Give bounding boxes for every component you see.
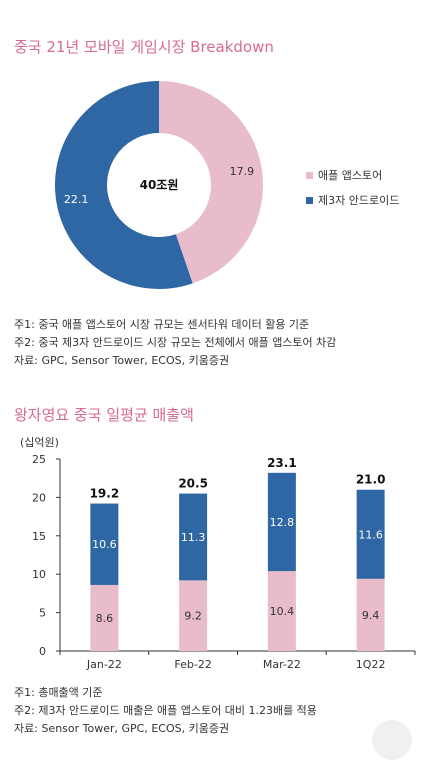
y-axis-unit: (십억원) <box>20 436 59 449</box>
bar-segment <box>90 503 119 585</box>
donut-slice <box>159 81 264 284</box>
donut-slice <box>55 81 193 289</box>
y-tick-label: 5 <box>39 607 46 620</box>
bar-value-label: 10.6 <box>92 538 117 551</box>
x-category-label: 1Q22 <box>356 658 386 671</box>
y-tick-label: 0 <box>39 645 46 658</box>
x-category-label: Feb-22 <box>174 658 211 671</box>
bar-total-label: 21.0 <box>356 473 386 487</box>
donut-chart: 17.9 22.1 40조원 <box>55 81 264 289</box>
donut-note-2: 주2: 중국 제3자 안드로이드 시장 규모는 전체에서 애플 앱스토어 차감 <box>14 336 337 349</box>
bar-value-label: 8.6 <box>96 612 114 625</box>
y-tick-label: 20 <box>32 491 46 504</box>
watermark-logo <box>372 720 412 760</box>
y-tick-label: 10 <box>32 568 46 581</box>
bar-chart-title: 왕자영요 중국 일평균 매출액 <box>14 406 194 424</box>
bar-segment <box>267 472 296 572</box>
bar-value-label: 11.6 <box>358 528 383 541</box>
bar-note-2: 주2: 제3자 안드로이드 매출은 애플 앱스토어 대비 1.23배를 적용 <box>14 704 317 717</box>
x-category-label: Mar-22 <box>263 658 301 671</box>
legend-item-apple: 애플 앱스토어 <box>306 167 382 183</box>
donut-note-1: 주1: 중국 애플 앱스토어 시장 규모는 센서타워 데이터 활용 기준 <box>14 318 310 331</box>
legend-item-android: 제3자 안드로이드 <box>306 192 399 208</box>
bar-segment <box>90 584 119 651</box>
bar-total-label: 23.1 <box>267 456 297 470</box>
bar-value-label: 10.4 <box>270 605 295 618</box>
donut-note-3: 자료: GPC, Sensor Tower, ECOS, 키움증권 <box>14 354 230 367</box>
bar-note-1: 주1: 총매출액 기준 <box>14 686 103 699</box>
y-tick-label: 25 <box>32 453 46 466</box>
y-tick-label: 15 <box>32 530 46 543</box>
bar-note-3: 자료: Sensor Tower, GPC, ECOS, 키움증권 <box>14 722 230 735</box>
donut-slice-label: 17.9 <box>230 165 255 178</box>
bar-total-label: 19.2 <box>90 487 120 501</box>
bar-segment <box>179 580 208 651</box>
bar-value-label: 9.4 <box>362 609 380 622</box>
bar-segment <box>356 489 385 579</box>
legend-swatch-android <box>306 196 313 204</box>
x-category-label: Jan-22 <box>86 658 122 671</box>
bar-value-label: 11.3 <box>181 531 206 544</box>
bar-value-label: 12.8 <box>270 516 295 529</box>
legend-label-apple: 애플 앱스토어 <box>318 169 383 182</box>
bar-segment <box>179 493 208 581</box>
bar-segment <box>267 571 296 651</box>
bar-segment <box>356 578 385 651</box>
donut-center-label: 40조원 <box>140 178 179 192</box>
bar-total-label: 20.5 <box>178 477 208 491</box>
legend-swatch-apple <box>306 171 313 179</box>
donut-chart-title: 중국 21년 모바일 게임시장 Breakdown <box>14 38 274 56</box>
bar-value-label: 9.2 <box>184 610 202 623</box>
donut-slice-label: 22.1 <box>64 193 89 206</box>
legend-label-android: 제3자 안드로이드 <box>318 194 400 207</box>
